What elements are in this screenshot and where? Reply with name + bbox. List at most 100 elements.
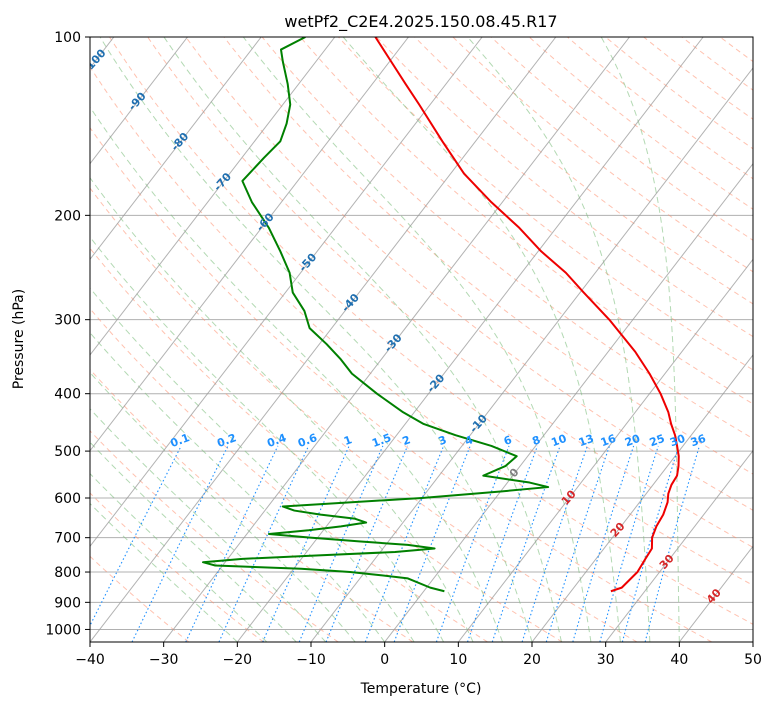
dry-adiabat: [299, 37, 753, 405]
dry-adiabat: [90, 368, 414, 642]
mixing-ratio-label: 0.6: [296, 431, 319, 450]
chart-title: wetPf2_C2E4.2025.150.08.45.R17: [284, 12, 557, 32]
mixing-ratio-line: [644, 445, 700, 642]
x-tick-label: −10: [296, 652, 326, 668]
mixing-ratio-line: [262, 445, 350, 642]
y-tick-label: 1000: [45, 622, 81, 638]
moist-adiabat: [99, 37, 533, 642]
isotherm: [310, 67, 753, 642]
y-tick-label: 400: [54, 387, 81, 403]
y-axis-label: Pressure (hPa): [11, 289, 27, 389]
moist-adiabat: [90, 472, 268, 642]
x-tick-label: 0: [380, 652, 389, 668]
isotherm: [90, 37, 409, 452]
mixing-ratio-label: 6: [502, 433, 514, 448]
mixing-ratio-line: [545, 445, 611, 642]
moist-adiabat: [163, 37, 562, 642]
x-tick-label: 20: [523, 652, 541, 668]
dry-adiabat: [90, 126, 712, 642]
y-tick-label: 700: [54, 531, 81, 547]
isotherm: [90, 37, 188, 165]
dry-adiabat: [758, 37, 775, 642]
mixing-ratio-line: [599, 445, 659, 642]
plot-background: [90, 37, 753, 642]
mixing-ratio-label: 0.4: [265, 431, 288, 450]
mixing-ratio-label: 1.5: [370, 431, 393, 450]
isotherm: [531, 354, 753, 642]
y-tick-label: 600: [54, 491, 81, 507]
x-tick-label: 50: [744, 652, 762, 668]
dry-adiabat: [90, 247, 563, 642]
moist-adiabat: [90, 106, 504, 642]
moist-adiabat: [90, 236, 445, 642]
dry-adiabat: [109, 37, 753, 586]
mixing-ratio-label: 13: [577, 432, 596, 449]
mixing-ratio-line: [298, 445, 384, 642]
mixing-ratio-lines: [90, 445, 700, 642]
mixing-ratio-label: 36: [689, 432, 708, 450]
mixing-ratio-line: [90, 445, 182, 627]
y-tick-label: 500: [54, 444, 81, 460]
mixing-ratio-line: [393, 445, 471, 642]
mixing-ratio-label: 20: [623, 432, 642, 450]
series-layer: [202, 37, 680, 593]
mixing-ratio-label: 0.2: [215, 431, 238, 450]
background-lines: [90, 37, 775, 642]
x-tick-label: −30: [149, 652, 179, 668]
dry-adiabat: [567, 37, 753, 180]
x-tick-label: −40: [75, 652, 105, 668]
isotherm: [236, 37, 704, 642]
x-tick-label: 30: [597, 652, 615, 668]
y-tick-label: 200: [54, 208, 81, 224]
x-axis-label: Temperature (°C): [360, 681, 482, 697]
isotherm: [163, 37, 630, 642]
moist-adiabat: [242, 37, 592, 642]
mixing-ratio-label: 8: [530, 433, 542, 448]
moist-adiabat: [90, 502, 238, 642]
y-tick-label: 800: [54, 565, 81, 581]
isotherm: [752, 641, 753, 642]
mixing-ratio-line: [572, 445, 635, 642]
x-tick-label: 40: [670, 652, 688, 668]
mixing-ratio-line: [466, 445, 538, 642]
moist-adiabat: [90, 176, 474, 642]
dry-adiabat: [605, 37, 753, 150]
mixing-ratio-line: [621, 445, 680, 642]
mixing-ratio-label: 0.1: [169, 431, 192, 450]
dry-adiabat: [261, 37, 753, 440]
dry-adiabat: [90, 430, 339, 642]
mixing-ratio-label: 4: [463, 433, 475, 448]
moist-adiabat: [90, 441, 297, 642]
dry-adiabat: [90, 307, 488, 642]
mixing-ratio-label: 10: [550, 432, 569, 450]
moist-adiabat: [342, 37, 621, 642]
y-tick-label: 100: [54, 30, 81, 46]
dry-adiabat: [147, 37, 753, 548]
mixing-ratio-line: [435, 445, 510, 642]
moist-adiabat: [90, 371, 356, 642]
dry-adiabat: [90, 187, 638, 642]
mixing-ratio-line: [131, 445, 229, 642]
moist-adiabat: [467, 37, 651, 642]
mixing-ratio-label: 30: [668, 432, 687, 450]
moist-adiabat: [90, 408, 327, 642]
y-axis: 100 200 300 400 500 600 700 800 900 1000: [45, 30, 90, 638]
moist-adiabat: [600, 37, 680, 642]
isotherm: [90, 37, 483, 548]
mixing-ratio-label: 2: [401, 433, 413, 448]
mixing-ratio-label: 25: [648, 432, 667, 449]
isotherm: [90, 37, 336, 356]
plot-frame: [89, 36, 754, 643]
isotherm: [605, 449, 753, 642]
moist-adiabat: [90, 331, 386, 642]
temperature-profile: [374, 37, 680, 593]
x-tick-label: −20: [223, 652, 253, 668]
isotherm: [384, 162, 753, 642]
dry-adiabat: [376, 37, 753, 338]
dewpoint-profile: [202, 37, 550, 593]
isotherm: [90, 37, 262, 261]
y-tick-label: 900: [54, 595, 81, 611]
dry-adiabat: [185, 37, 753, 511]
dry-adiabat: [223, 37, 753, 475]
